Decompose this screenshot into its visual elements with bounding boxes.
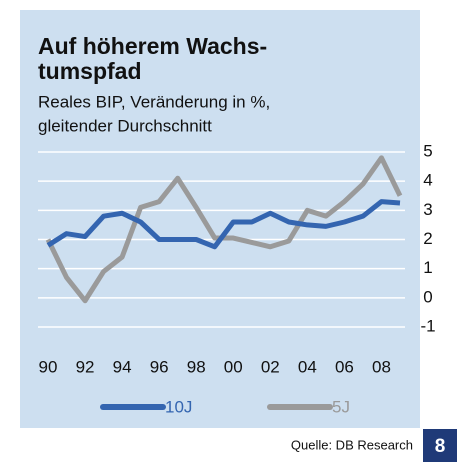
x-tick-label: 08 xyxy=(372,357,391,376)
y-tick-label: 5 xyxy=(423,141,432,160)
y-tick-label: 1 xyxy=(423,258,432,277)
y-tick-label: 0 xyxy=(423,287,432,306)
chart-title: Auf höherem Wachs- xyxy=(38,33,267,59)
x-tick-label: 94 xyxy=(113,357,132,376)
x-tick-label: 90 xyxy=(39,357,58,376)
x-tick-label: 92 xyxy=(76,357,95,376)
chart-title: tumspfad xyxy=(38,58,142,84)
y-tick-label: 3 xyxy=(423,200,432,219)
y-tick-label: 4 xyxy=(423,171,432,190)
x-tick-label: 00 xyxy=(224,357,243,376)
subtitle: gleitender Durchschnitt xyxy=(38,116,212,135)
x-tick-label: 96 xyxy=(150,357,169,376)
source: Quelle: DB Research xyxy=(291,437,413,452)
legend-label: 5J xyxy=(332,397,350,416)
x-tick-label: 06 xyxy=(335,357,354,376)
x-tick-label: 02 xyxy=(261,357,280,376)
y-tick-label: 2 xyxy=(423,229,432,248)
series-line xyxy=(46,199,401,250)
y-tick-label: -1 xyxy=(420,316,435,335)
page-box xyxy=(423,429,457,462)
subtitle: Reales BIP, Veränderung in %, xyxy=(38,92,270,111)
legend-label: 10J xyxy=(165,397,192,416)
x-tick-label: 98 xyxy=(187,357,206,376)
x-tick-label: 04 xyxy=(298,357,317,376)
page-number: 8 xyxy=(435,436,446,457)
